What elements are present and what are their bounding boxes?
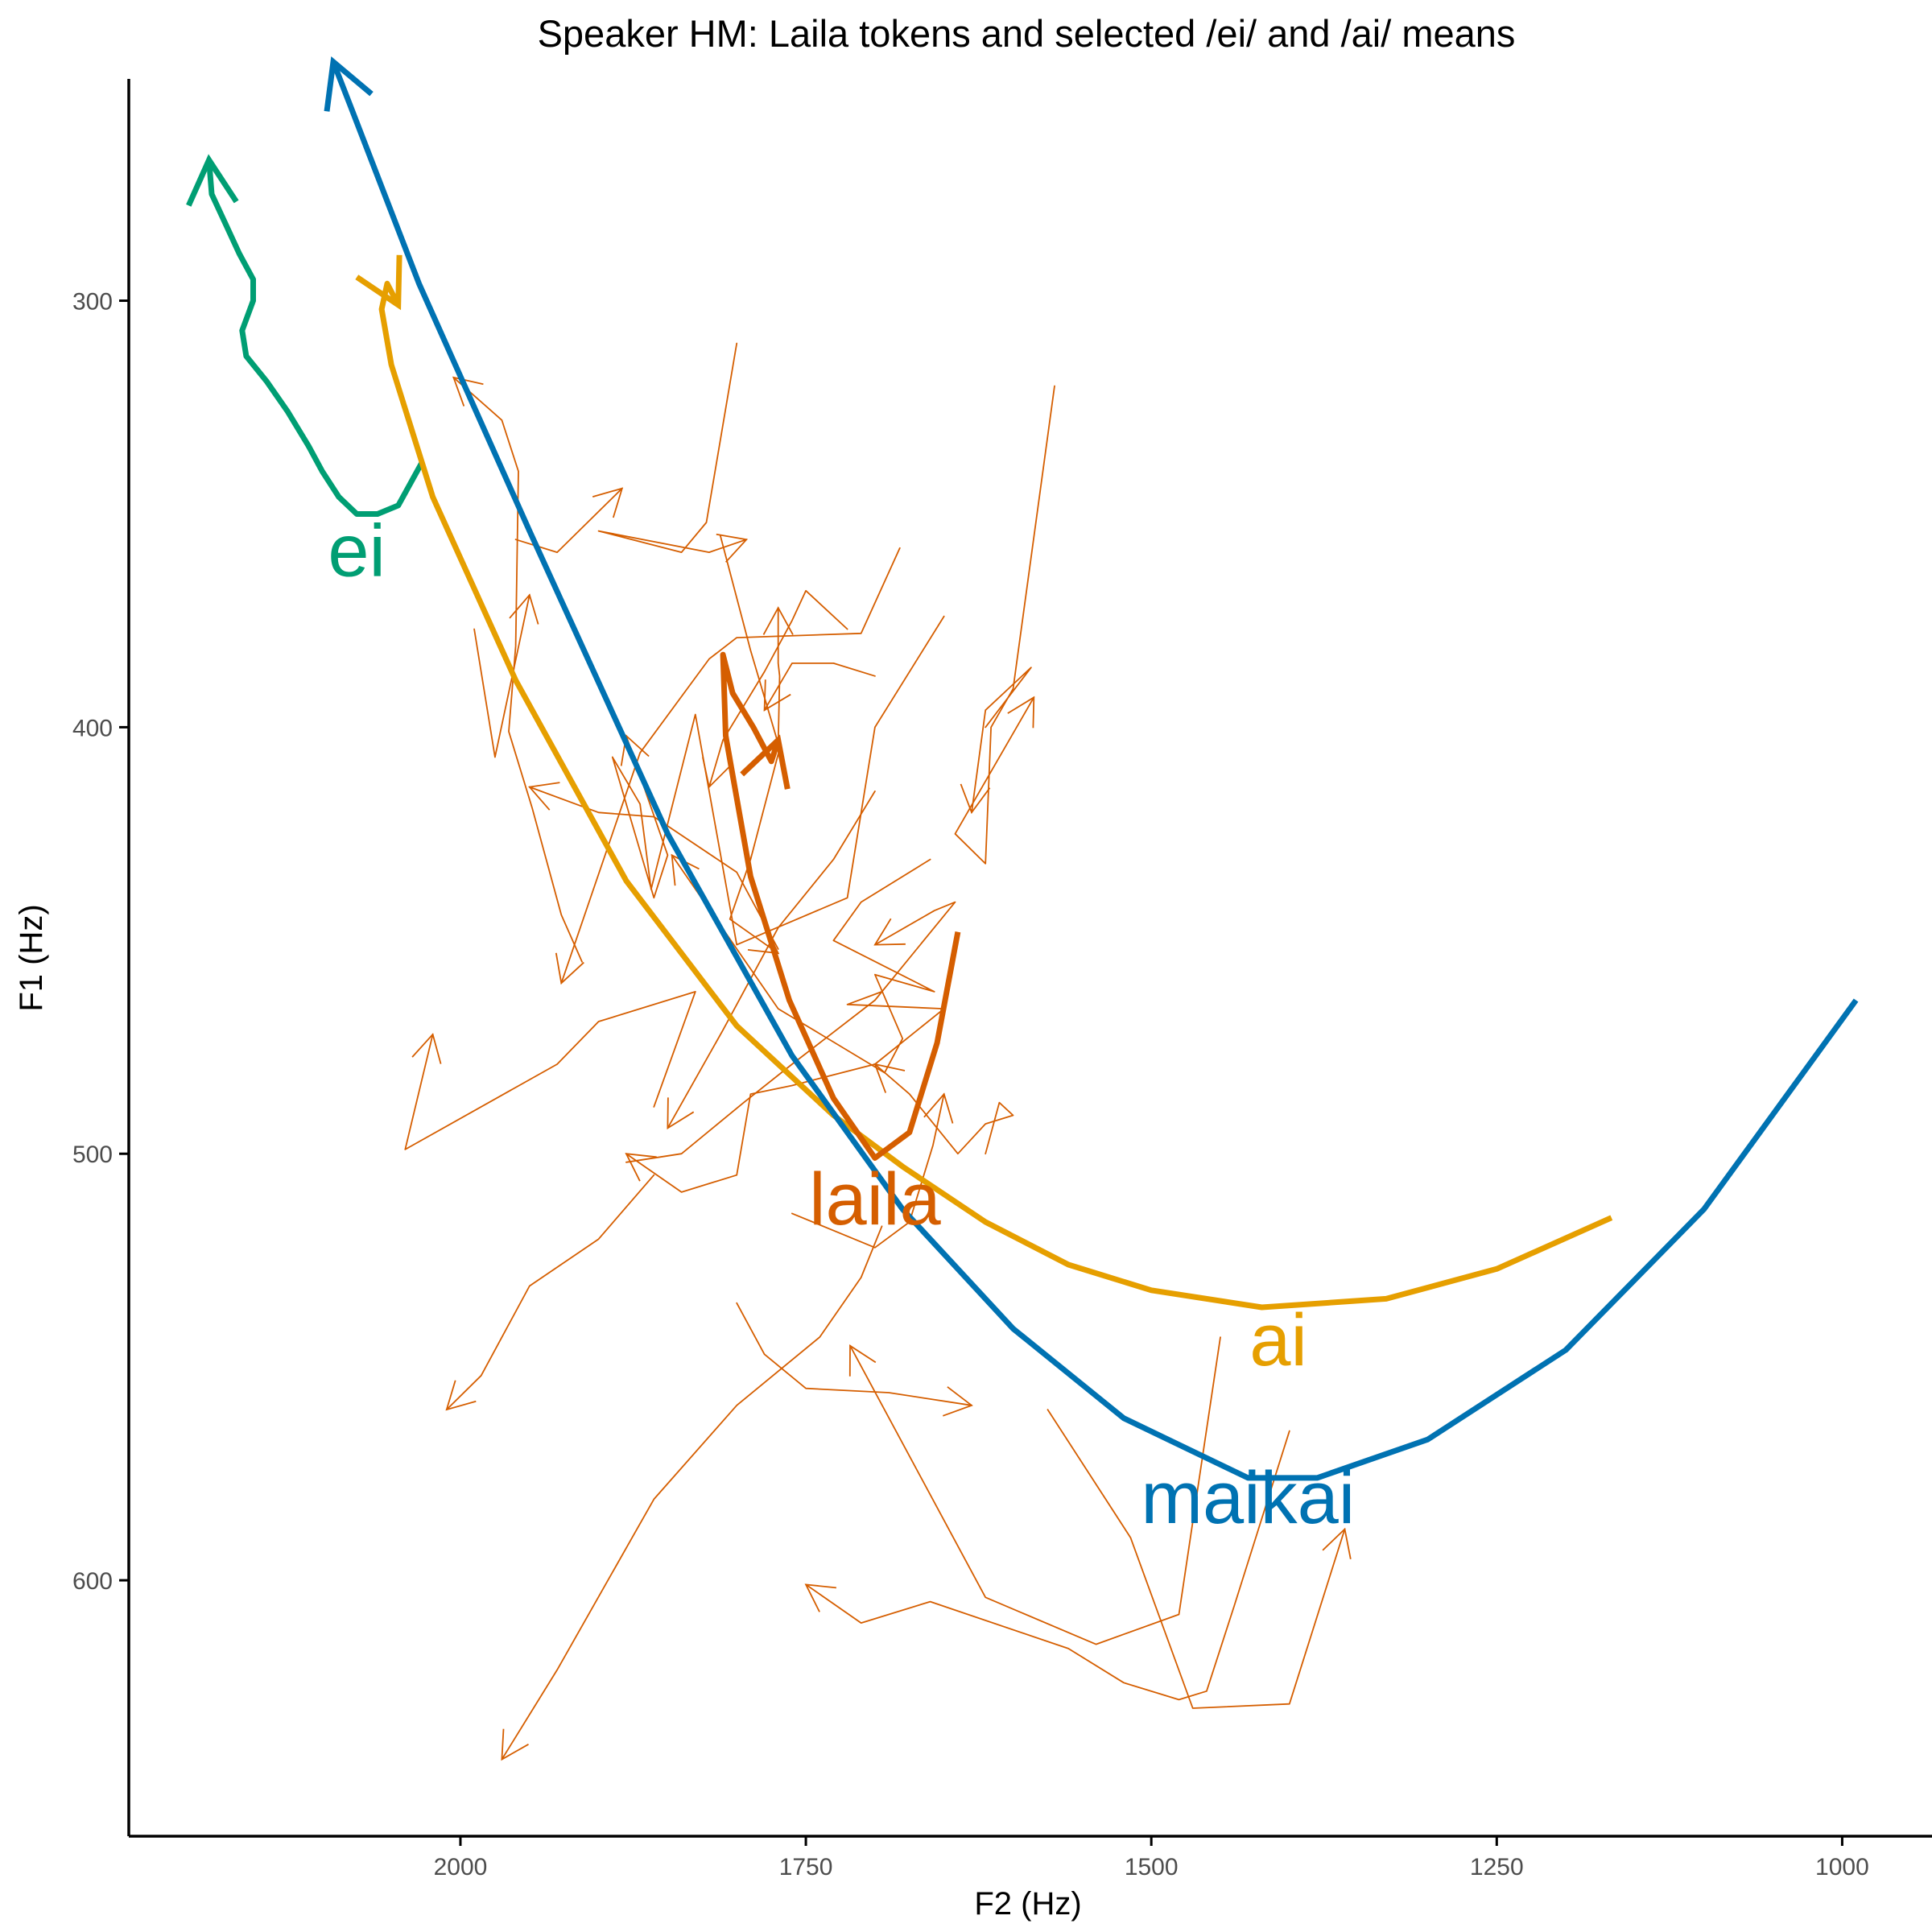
token-trajectory-5 <box>611 615 945 946</box>
token-arrowhead-22 <box>942 1386 973 1417</box>
series-laila-arrowhead <box>740 734 791 790</box>
token-arrowhead-7 <box>592 487 624 518</box>
token-arrowhead-13 <box>873 918 906 946</box>
series-ei-arrowhead <box>186 154 239 207</box>
token-trajectory-15 <box>708 589 848 788</box>
series-maikai-line <box>330 60 1859 1481</box>
token-trajectory-17 <box>625 991 945 1193</box>
token-trajectory-3 <box>671 854 935 1074</box>
series-laila-line <box>720 651 961 1161</box>
token-arrowhead-26 <box>445 1380 477 1411</box>
token-arrowhead-17 <box>625 1153 657 1182</box>
token-arrowhead-4 <box>555 952 584 985</box>
token-arrowhead-25 <box>667 1097 695 1130</box>
token-trajectory-1 <box>954 385 1055 865</box>
token-trajectory-22 <box>736 1302 972 1406</box>
y-axis-title: F1 (Hz) <box>14 904 49 1011</box>
token-trajectory-16 <box>874 1063 1014 1155</box>
series-ai-arrowhead <box>355 254 402 311</box>
token-arrowhead-24 <box>804 1583 836 1612</box>
token-trajectory-21 <box>501 1225 883 1761</box>
y-tick-label: 300 <box>72 289 113 316</box>
token-arrowhead-21 <box>501 1728 529 1761</box>
x-tick-label: 1250 <box>1470 1854 1524 1880</box>
token-trajectory-20 <box>849 1336 1221 1645</box>
token-arrowhead-11 <box>411 1033 442 1064</box>
chart-title: Speaker HM: Laila tokens and selected /e… <box>538 12 1516 55</box>
x-axis-ticks: 2000 1750 1500 1250 1000 <box>434 1836 1869 1880</box>
token-arrowhead-20 <box>848 1344 877 1377</box>
token-trajectory-4 <box>560 547 901 985</box>
token-arrowhead-23 <box>528 782 560 811</box>
series-ei-label: ei <box>328 510 386 592</box>
token-trajectory-10 <box>777 607 781 745</box>
token-arrowhead-10 <box>762 606 794 635</box>
x-tick-label: 1500 <box>1125 1854 1179 1880</box>
token-arrowhead-14 <box>763 679 791 712</box>
token-arrowhead-19 <box>1322 1527 1352 1559</box>
x-axis-title: F2 (Hz) <box>974 1886 1081 1922</box>
plot-area: ei ai maikai laila <box>186 56 1859 1761</box>
x-tick-label: 1000 <box>1815 1854 1869 1880</box>
token-trajectory-13 <box>625 901 956 1163</box>
token-trajectory-18 <box>791 1093 945 1249</box>
y-tick-label: 500 <box>72 1141 113 1168</box>
token-arrowhead-6 <box>716 533 749 563</box>
token-arrowhead-18 <box>923 1092 954 1124</box>
x-tick-label: 1750 <box>779 1854 833 1880</box>
token-arrowhead-1 <box>1007 696 1035 729</box>
series-ai-label: ai <box>1249 1299 1307 1381</box>
token-arrowhead-12 <box>452 376 484 407</box>
series-maikai-arrowhead <box>324 56 374 112</box>
token-trajectory-25 <box>667 791 876 1129</box>
token-arrowhead-2 <box>960 783 991 815</box>
token-trajectory-9 <box>719 535 781 955</box>
series-maikai-label: maikai <box>1141 1457 1355 1539</box>
token-trajectory-24 <box>805 1430 1290 1701</box>
series-ai-line <box>378 280 1613 1311</box>
token-trajectory-11 <box>404 991 696 1150</box>
x-tick-label: 2000 <box>434 1854 488 1880</box>
token-arrowhead-15 <box>702 757 732 789</box>
y-tick-label: 400 <box>72 715 113 741</box>
token-trajectory-8 <box>473 594 530 758</box>
series-ei-line <box>206 159 424 517</box>
series-laila-label: laila <box>809 1158 941 1241</box>
token-trajectory-6 <box>597 342 748 553</box>
token-trajectory-14 <box>763 663 876 712</box>
token-trajectory-7 <box>514 487 623 553</box>
token-arrowhead-3 <box>671 853 700 886</box>
y-axis-ticks: 300 400 500 600 <box>72 289 129 1595</box>
token-arrowhead-5 <box>620 734 650 766</box>
token-trajectory-12 <box>452 377 583 963</box>
token-trajectory-26 <box>445 1174 655 1410</box>
token-trajectory-2 <box>971 667 1032 814</box>
y-tick-label: 600 <box>72 1568 113 1595</box>
token-trajectory-23 <box>528 786 779 950</box>
token-trajectory-19 <box>1046 1409 1346 1709</box>
